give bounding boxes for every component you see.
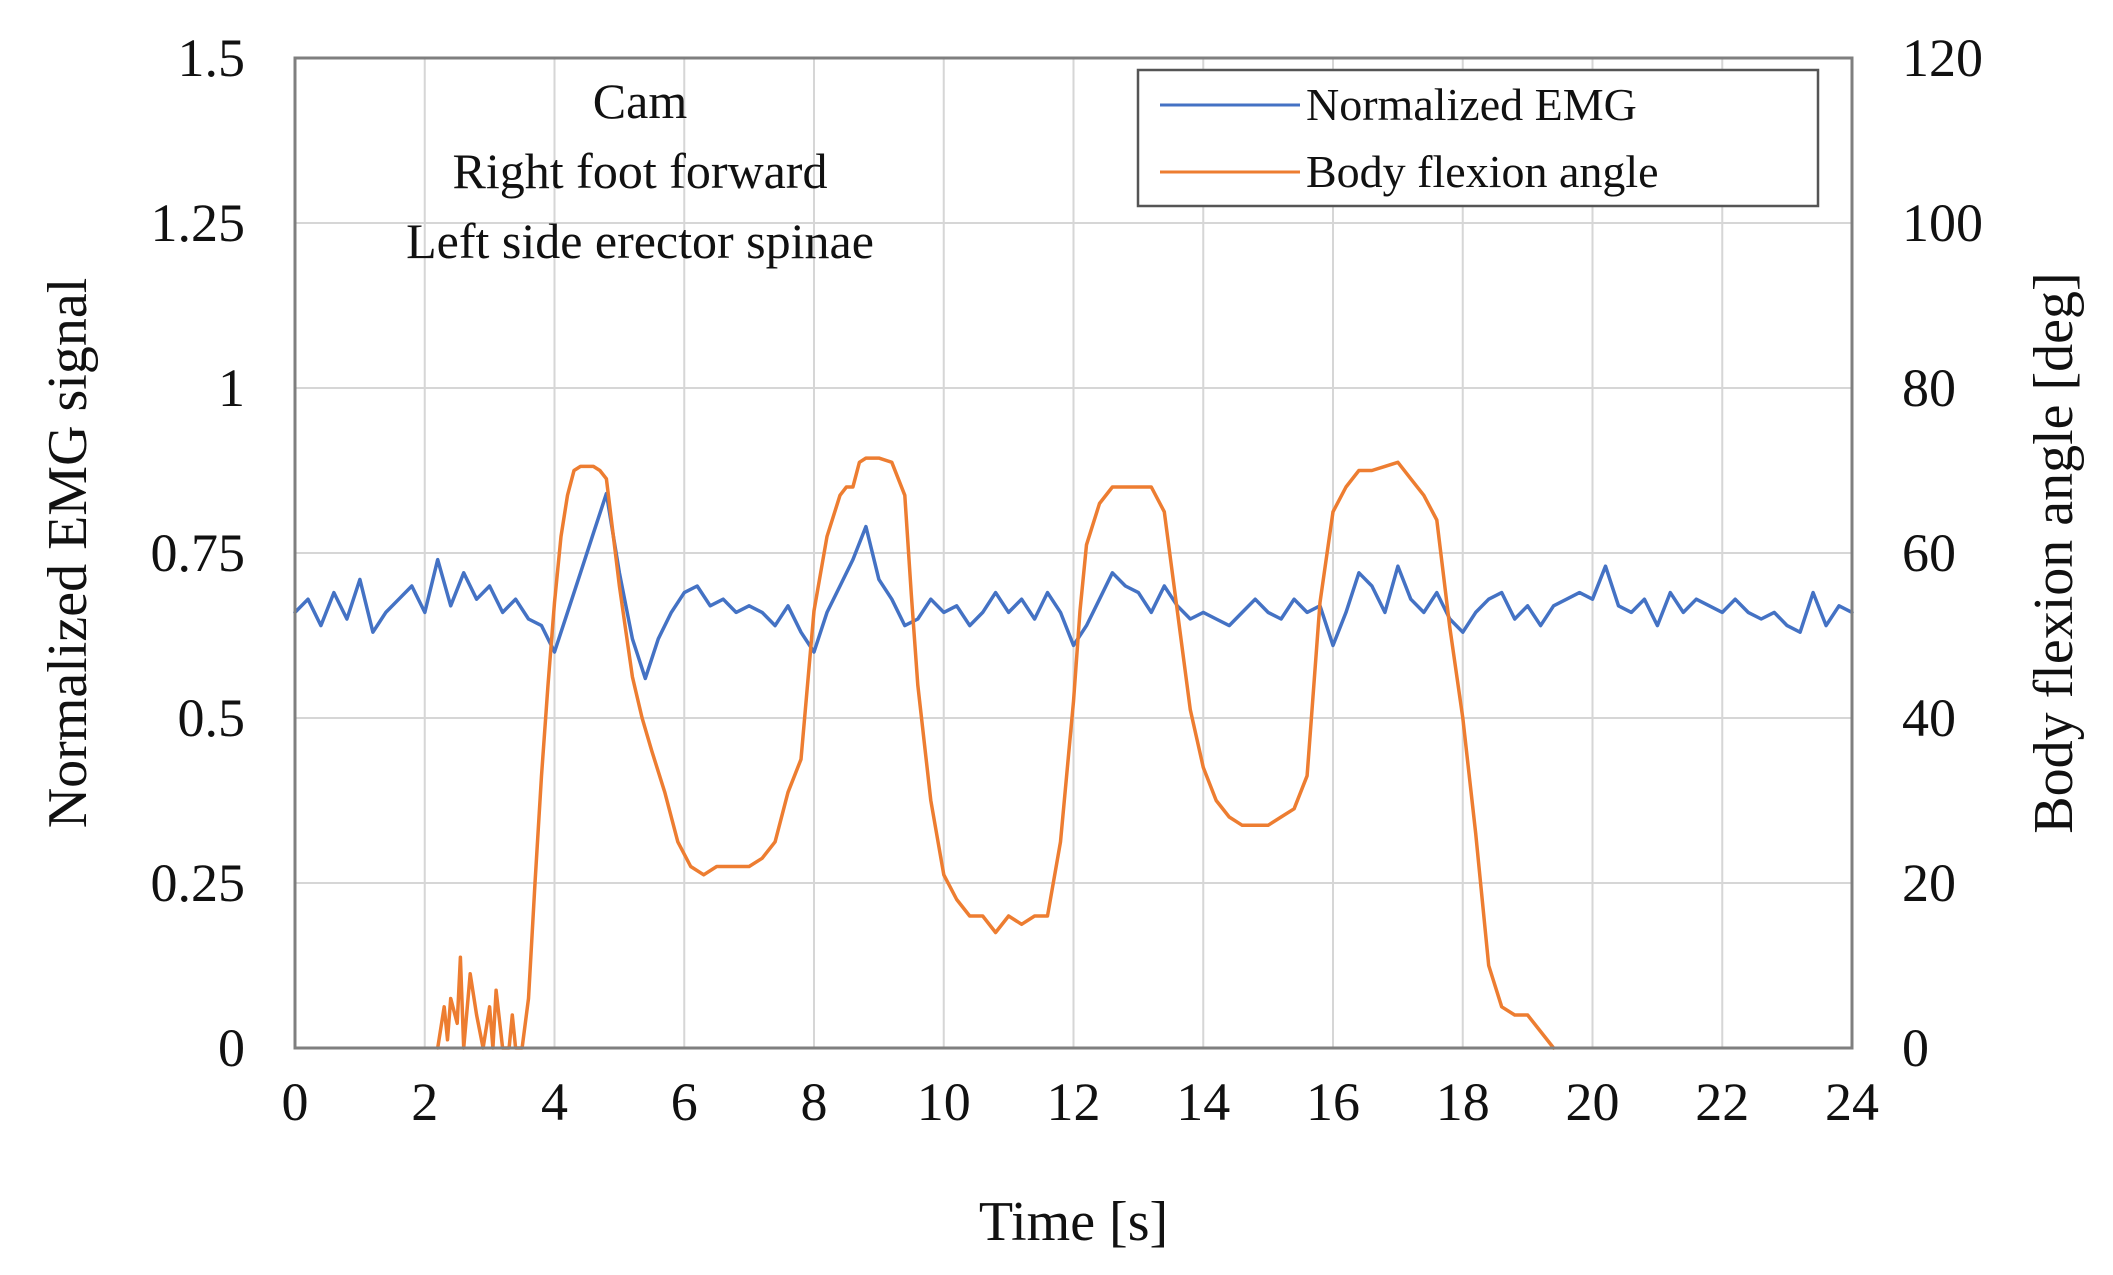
x-tick-label: 22 [1695, 1072, 1749, 1132]
y-left-tick-label: 1.25 [151, 193, 246, 253]
y-right-tick-label: 100 [1902, 193, 1983, 253]
x-tick-label: 2 [411, 1072, 438, 1132]
series-line-body-flexion-angle [435, 456, 1556, 1050]
x-tick-label: 24 [1825, 1072, 1879, 1132]
x-tick-label: 16 [1306, 1072, 1360, 1132]
x-tick-label: 10 [917, 1072, 971, 1132]
legend-label-angle: Body flexion angle [1306, 146, 1659, 197]
x-tick-label: 18 [1436, 1072, 1490, 1132]
legend-label-emg: Normalized EMG [1306, 79, 1637, 130]
series-layer [293, 456, 1854, 1050]
series-line-normalized-emg [293, 491, 1854, 681]
y-right-tick-label: 80 [1902, 358, 1956, 418]
y-right-tick-label: 20 [1902, 853, 1956, 913]
plot-frame [293, 56, 1854, 1050]
x-tick-label: 12 [1047, 1072, 1101, 1132]
x-tick-label: 0 [282, 1072, 309, 1132]
chart-annotation: Cam Right foot forward Left side erector… [406, 73, 874, 269]
annotation-line-stance: Right foot forward [453, 143, 828, 199]
x-tick-label: 20 [1566, 1072, 1620, 1132]
y-right-tick-label: 60 [1902, 523, 1956, 583]
y-left-tick-label: 0.5 [178, 688, 246, 748]
legend: Normalized EMG Body flexion angle [1136, 68, 1820, 208]
annotation-line-condition: Cam [593, 73, 688, 129]
y-left-axis-title: Normalized EMG signal [37, 278, 99, 829]
y-left-tick-label: 0.25 [151, 853, 246, 913]
x-tick-label: 14 [1176, 1072, 1230, 1132]
annotation-line-muscle: Left side erector spinae [406, 213, 874, 269]
y-left-tick-label: 1.5 [178, 28, 246, 88]
y-left-tick-label: 0 [218, 1018, 245, 1078]
x-tick-label: 6 [671, 1072, 698, 1132]
tick-labels: 0 2 4 6 8 10 12 14 16 18 20 22 2400.250.50.7511.251.… [151, 28, 1984, 1132]
y-right-tick-label: 40 [1902, 688, 1956, 748]
y-right-axis-title: Body flexion angle [deg] [2023, 272, 2085, 833]
x-tick-label: 4 [541, 1072, 568, 1132]
y-right-tick-label: 0 [1902, 1018, 1929, 1078]
x-axis-title: Time [s] [979, 1191, 1168, 1253]
y-left-tick-label: 1 [218, 358, 245, 418]
y-left-tick-label: 0.75 [151, 523, 246, 583]
x-tick-label: 8 [801, 1072, 828, 1132]
legend-box [1136, 68, 1820, 208]
y-right-tick-label: 120 [1902, 28, 1983, 88]
